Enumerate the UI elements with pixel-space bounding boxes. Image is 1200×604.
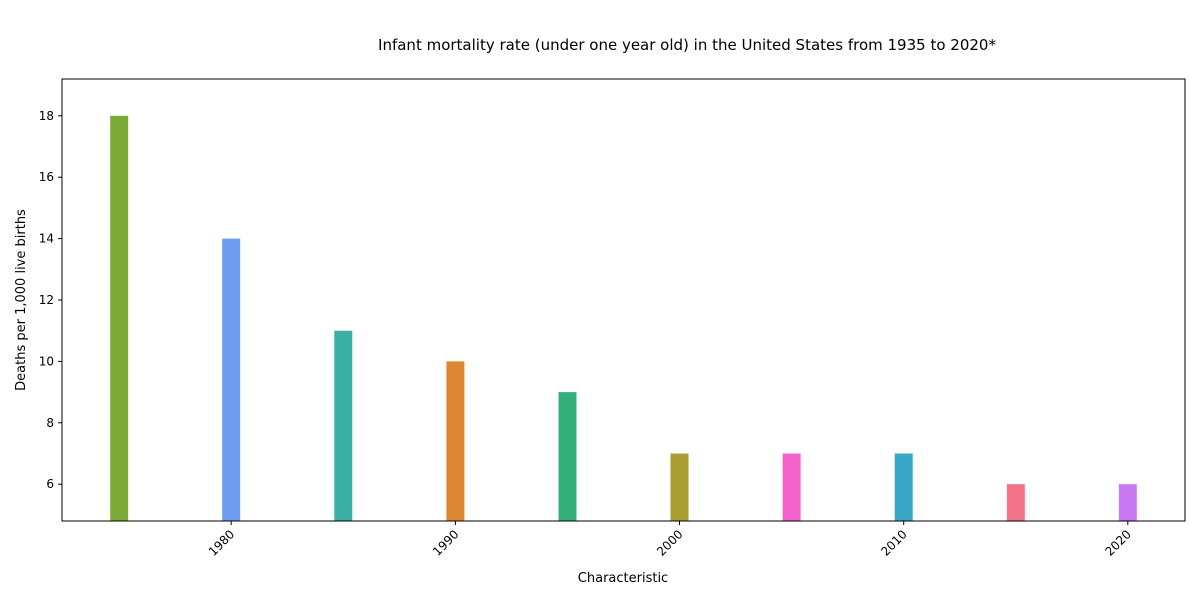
bar — [222, 238, 241, 521]
bar — [894, 453, 913, 521]
x-axis: 1980 1990 2000 2010 2020 — [206, 521, 1134, 559]
x-tick-label: 1980 — [206, 527, 237, 558]
bar — [670, 453, 689, 521]
y-tick-label: 18 — [39, 109, 54, 123]
y-axis-label: Deaths per 1,000 live births — [14, 209, 29, 391]
y-tick-label: 12 — [39, 293, 54, 307]
y-tick-label: 16 — [39, 170, 54, 184]
bar — [1006, 484, 1025, 521]
bar — [334, 330, 353, 521]
x-tick-label: 2010 — [878, 527, 909, 558]
y-tick-label: 6 — [46, 477, 54, 491]
bar — [558, 392, 577, 521]
y-axis: 6 8 10 12 14 16 18 — [39, 109, 62, 491]
chart-title: Infant mortality rate (under one year ol… — [378, 36, 996, 54]
x-axis-label: Characteristic — [578, 571, 668, 586]
plot-area — [110, 115, 1137, 522]
y-tick-label: 14 — [39, 232, 54, 246]
bar — [110, 115, 129, 522]
x-tick-label: 2020 — [1102, 527, 1133, 558]
x-tick-label: 2000 — [654, 527, 685, 558]
y-tick-label: 8 — [46, 416, 54, 430]
bar — [782, 453, 801, 521]
y-tick-label: 10 — [39, 354, 54, 368]
bar — [1118, 484, 1137, 521]
bar — [446, 361, 465, 521]
x-tick-label: 1990 — [430, 527, 461, 558]
